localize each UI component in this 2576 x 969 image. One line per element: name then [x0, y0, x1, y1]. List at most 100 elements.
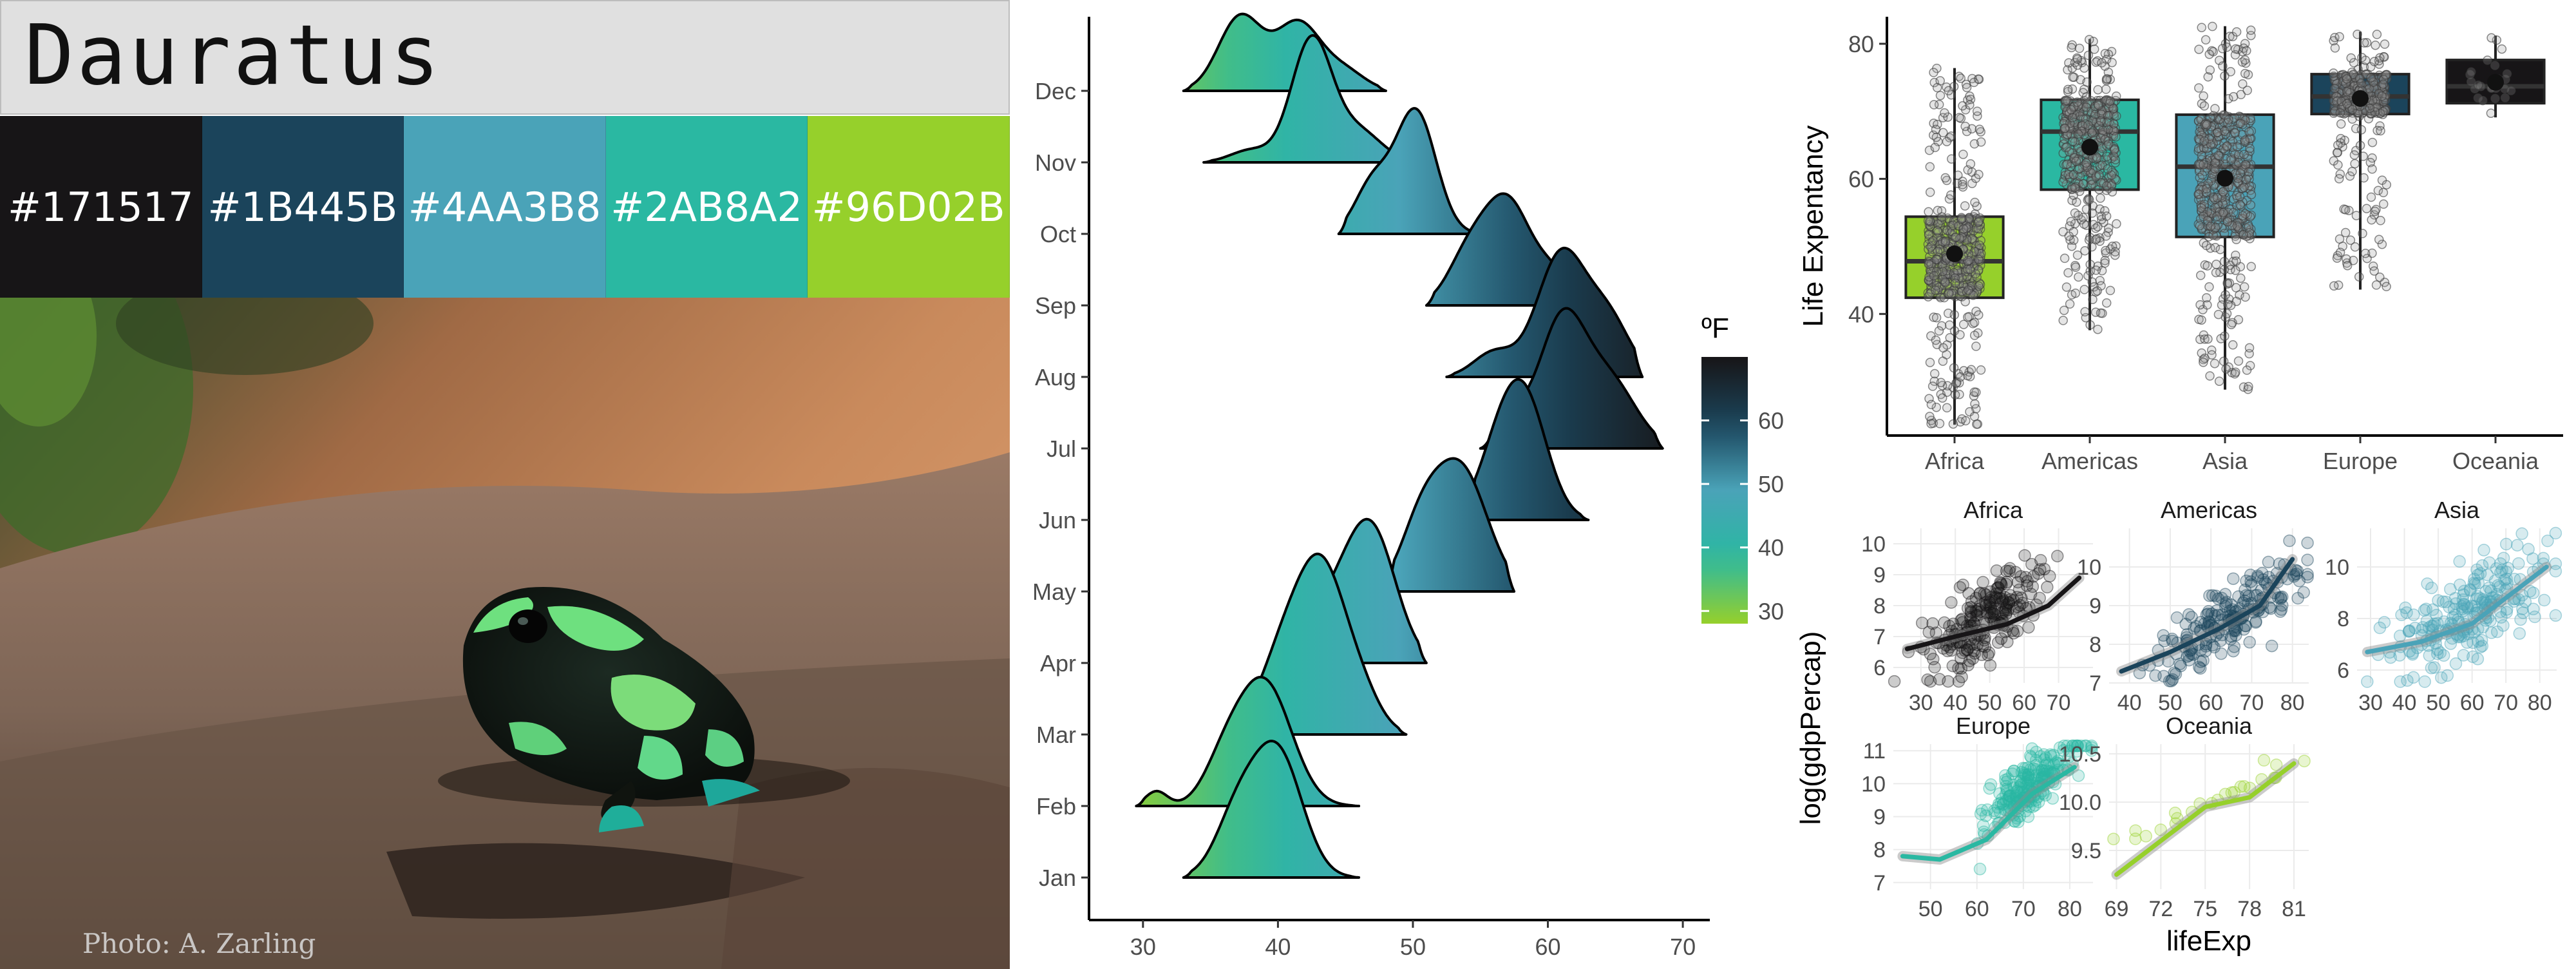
facet-y-tick-label: 9: [1873, 805, 1886, 830]
facet-point: [2002, 604, 2014, 617]
facet-point: [2050, 756, 2063, 769]
facet-point: [2472, 577, 2485, 590]
facet-point: [2016, 762, 2030, 775]
facet-point: [2425, 581, 2438, 595]
facet-point: [2537, 552, 2550, 565]
facet-point: [1984, 658, 1997, 672]
facet-x-tick-label: 70: [2494, 691, 2518, 715]
facet-point: [2041, 757, 2054, 770]
box-jitter-point: [1962, 126, 1972, 137]
facet-point: [2415, 623, 2429, 637]
facet-y-tick-label: 10: [1861, 772, 1886, 796]
ridge-y-tick-label: Jan: [1039, 865, 1076, 891]
facet-point: [2461, 600, 2474, 613]
box-jitter-point: [2221, 364, 2231, 374]
facet-point: [2399, 601, 2412, 615]
facet-point: [2070, 745, 2083, 758]
box-jitter-point: [2225, 32, 2235, 41]
facet-point: [2021, 575, 2034, 588]
ridge-y-tick-label: Nov: [1035, 149, 1076, 176]
facet-point: [2476, 620, 2490, 634]
facet-point: [1979, 809, 1993, 822]
facet-point: [1938, 616, 1951, 629]
facet-point: [2036, 763, 2049, 777]
facet-point: [2044, 748, 2057, 762]
facet-point: [2485, 591, 2499, 604]
box-jitter-point: [2365, 103, 2375, 113]
facet-point: [2067, 739, 2079, 753]
facet-point: [2020, 769, 2032, 782]
facet-x-tick-label: 30: [1909, 691, 1933, 715]
facet-point: [2262, 555, 2275, 569]
facet-point: [2158, 635, 2171, 648]
box-jitter-point: [1938, 356, 1948, 366]
facet-point: [2483, 581, 2496, 594]
box-jitter-point: [2193, 189, 2203, 199]
facet-point: [1975, 803, 1989, 817]
facet-point: [2025, 751, 2038, 764]
facet-point: [1983, 598, 1996, 611]
box-jitter-point: [2200, 334, 2210, 344]
facet-point: [2272, 591, 2285, 604]
facet-point: [1990, 564, 2003, 577]
facet-point: [1968, 647, 1982, 660]
facet-point: [2474, 567, 2487, 580]
facet-point: [2000, 575, 2013, 589]
box-jitter-point: [2369, 57, 2380, 66]
box-jitter-point: [2506, 86, 2516, 95]
palette-title: Dauratus: [24, 8, 442, 104]
box-jitter-point: [1929, 312, 1938, 322]
facet-point: [2027, 800, 2040, 813]
box-jitter-point: [2081, 92, 2092, 102]
facet-x-tick-label: 70: [2047, 691, 2071, 715]
facet-point: [2257, 754, 2271, 767]
facet-point: [1980, 588, 1993, 601]
facet-point: [2023, 763, 2037, 776]
box-y-tick-label: 60: [1848, 166, 1874, 193]
box-jitter-point: [2239, 282, 2249, 292]
box-jitter-point: [2110, 250, 2120, 260]
box-jitter-point: [2246, 113, 2255, 123]
facet-strip-label: Europe: [1956, 713, 2031, 739]
facet-point: [2085, 741, 2098, 754]
box-jitter-point: [1929, 100, 1939, 110]
box-jitter-point: [2103, 139, 2114, 149]
box-jitter-point: [1927, 381, 1938, 391]
facet-point: [2002, 792, 2015, 805]
box-jitter-point: [2246, 262, 2256, 271]
box-jitter-point: [1958, 101, 1967, 111]
box-jitter-point: [2342, 86, 2352, 97]
facet-point: [2020, 779, 2033, 792]
box-jitter-point: [1950, 278, 1960, 288]
box-jitter-point: [2235, 119, 2246, 128]
box-jitter-point: [1931, 335, 1941, 345]
box-jitter-point: [2069, 190, 2079, 200]
facet-trend-line: [1900, 765, 2077, 862]
box-jitter-point: [2212, 128, 2222, 137]
box-jitter-point: [2070, 208, 2080, 218]
facet-point: [2035, 772, 2048, 785]
box-jitter-point: [2062, 142, 2072, 152]
box-jitter-point: [2367, 164, 2377, 174]
box-jitter-point: [2369, 210, 2380, 220]
facet-point: [2024, 588, 2038, 600]
box-jitter-point: [2226, 320, 2237, 330]
facet-point: [2014, 778, 2028, 791]
box-jitter-point: [2497, 44, 2507, 54]
facet-point: [1995, 578, 2008, 591]
facet-x-tick-label: 75: [2193, 897, 2217, 921]
box-jitter-point: [2101, 298, 2112, 308]
facet-point: [1984, 594, 1997, 607]
box-jitter-point: [2093, 84, 2103, 95]
facet-point: [2041, 580, 2054, 594]
facet-point: [2021, 762, 2034, 774]
facet-point: [2019, 805, 2032, 818]
facet-point: [2023, 774, 2036, 787]
box-jitter-point: [2058, 316, 2068, 325]
box-jitter-point: [1960, 121, 1970, 131]
facet-point: [1980, 606, 1994, 620]
box-jitter-point: [2073, 129, 2083, 139]
box-jitter-point: [2199, 358, 2208, 367]
facet-point: [2007, 593, 2020, 607]
facet-point: [2467, 650, 2479, 664]
